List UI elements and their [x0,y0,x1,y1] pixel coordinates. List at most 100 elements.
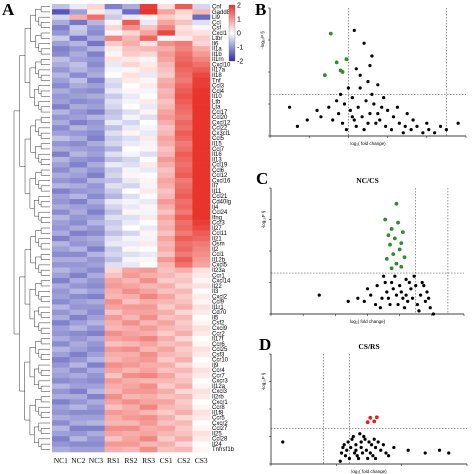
heatmap-cell [69,420,88,426]
sample-label: CS3 [195,456,208,465]
heatmap-cell [174,351,193,358]
heatmap-cell [139,415,158,421]
significant-point [383,217,388,222]
heatmap-cell [157,304,176,310]
heatmap-cell [104,399,123,405]
volcano-plot-b: log₂( fold change) -log₁₀P § [260,7,467,146]
volcano-point [356,456,361,461]
heatmap-cell [104,409,123,416]
heatmap-cell [157,199,176,205]
heatmap-cell [104,61,123,68]
heatmap-cell [157,167,176,173]
heatmap-cell [104,199,123,205]
heatmap-cell [157,341,176,347]
volcano-point [381,274,386,278]
heatmap-cell [174,246,193,253]
heatmap-cell [122,415,141,421]
volcano-point [403,124,407,128]
heatmap-cell [52,320,70,326]
heatmap-cell [122,109,141,115]
gene-label: Ccl1 [212,252,225,258]
heatmap-cell [192,372,211,379]
significant-point [389,227,394,231]
volcano-point [386,296,391,300]
volcano-point [411,118,415,122]
heatmap-cell [69,130,88,137]
heatmap-cell [122,188,141,195]
volcano-point [295,124,300,128]
heatmap-cell [69,167,88,173]
heatmap-cell [69,56,88,63]
significant-point [322,73,327,78]
heatmap-cell [192,104,211,110]
heatmap-cell [122,104,141,110]
heatmap-cell [139,241,158,247]
heatmap-cell [69,372,88,379]
heatmap-cell [69,109,88,115]
gene-label: Ccl9 [212,300,225,306]
heatmap-cell [122,362,141,368]
heatmap-cell [52,209,70,216]
heatmap-cell [174,394,193,400]
volcano-point [390,280,394,285]
heatmap-cell [122,325,141,332]
heatmap-cell [104,420,123,426]
heatmap-cell [157,314,176,321]
sample-label: CS2 [177,456,190,465]
heatmap-cell [87,436,105,442]
heatmap-cell [139,372,158,379]
heatmap-cell [87,378,105,384]
heatmap-cell [174,61,193,68]
heatmap-cell [157,98,176,105]
gene-label: Osm [212,242,225,248]
heatmap-cell [87,299,105,305]
heatmap-cell [122,183,141,189]
color-scale-tick: 1 [237,17,241,24]
gene-label: Csf3 [212,352,225,358]
volcano-point [376,112,380,116]
heatmap-cell [192,40,211,47]
gene-label: Il4 [212,205,219,211]
heatmap-cell [157,46,176,52]
heatmap-cell [87,183,105,189]
heatmap-cell [104,341,123,347]
heatmap-cell [192,56,211,63]
heatmap-cell [52,135,70,142]
heatmap-cell [139,88,158,94]
heatmap-cell [192,156,211,163]
heatmap-cell [174,241,193,247]
heatmap-cell [52,220,70,226]
volcano-point [347,456,351,461]
volcano-point [382,96,386,100]
heatmap-cell [69,293,88,300]
heatmap-cell [122,314,141,321]
heatmap-cell [192,420,211,426]
heatmap-cell [139,98,158,105]
heatmap-cell [122,151,141,158]
volcano-point [405,112,409,116]
volcano-point [395,105,399,109]
gene-label-column: CnfGadd8Ll9CclCsfCxcl1LtbrIl6Il1aIl1bIl1… [212,4,235,453]
gene-label: Ifng [212,215,222,221]
heatmap-cell [174,330,193,337]
heatmap-cell [157,183,176,189]
heatmap-cell [87,61,105,68]
heatmap-cell [122,357,141,363]
heatmap-cell [192,267,211,274]
heatmap-cell [157,109,176,115]
heatmap-cell [157,246,176,253]
volcano-point [378,118,382,122]
heatmap-cell [192,341,211,347]
heatmap-cell [52,156,70,163]
heatmap-cell [104,304,123,310]
heatmap-cell [192,346,211,353]
heatmap-cell [174,262,193,268]
heatmap-cell [174,167,193,173]
heatmap-cell [139,141,158,147]
heatmap-cell [104,104,123,110]
gene-label: Ccl21 [212,194,228,200]
heatmap-cell [192,246,211,253]
heatmap-cell [122,119,141,126]
heatmap-cell [104,425,123,432]
heatmap-cell [87,199,105,205]
